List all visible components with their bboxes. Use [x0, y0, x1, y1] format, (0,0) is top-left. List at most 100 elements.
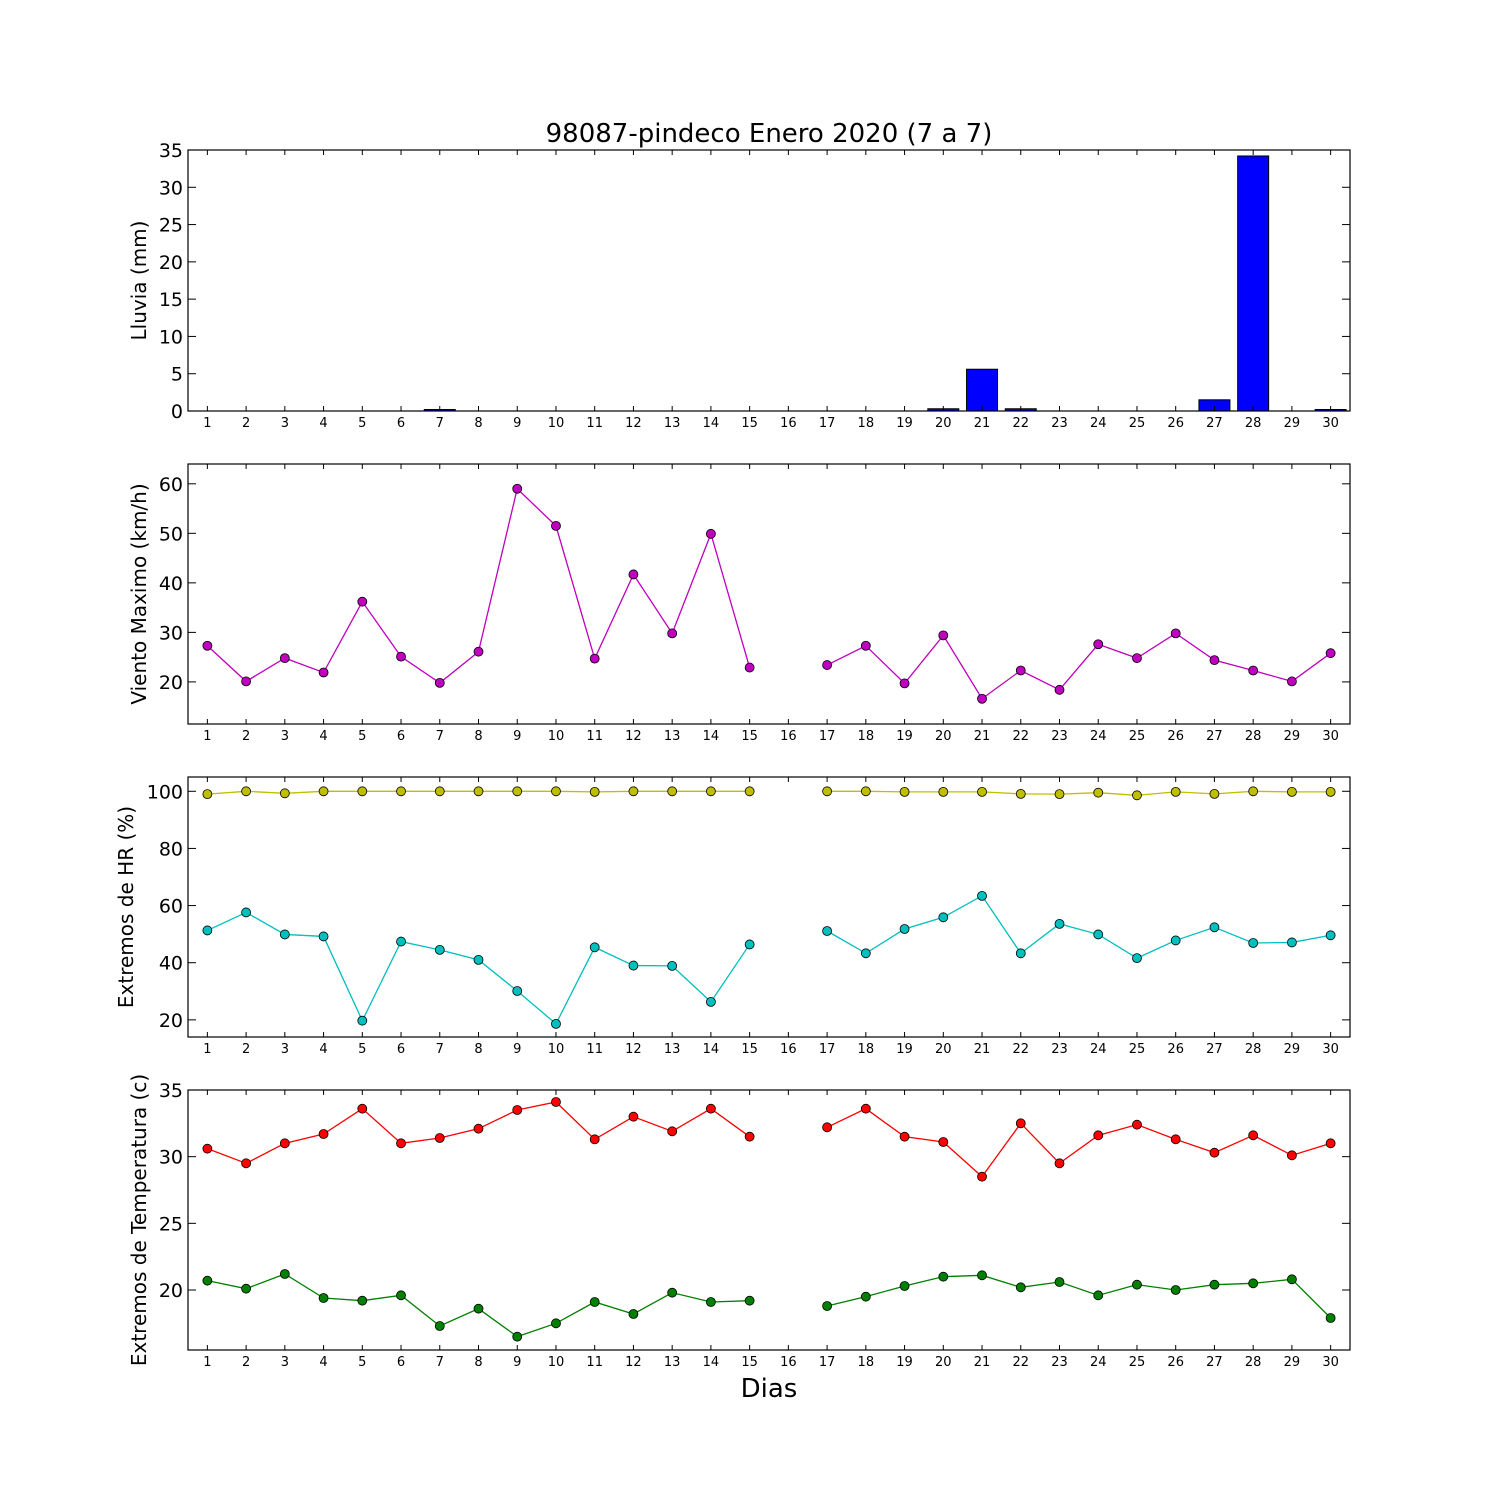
xtick-label-lluvia-2: 2: [242, 416, 250, 431]
xtick-label-lluvia-28: 28: [1245, 416, 1262, 431]
point-hr-series-0-day-22: [1015, 788, 1026, 799]
point-temperatura-series-1-day-30: [1325, 1313, 1336, 1323]
point-temperatura-series-1-day-17: [822, 1301, 832, 1311]
point-hr-series-1-day-22: [1015, 948, 1026, 959]
point-hr-series-1-day-4: [318, 931, 329, 942]
point-hr-series-0-day-25: [1132, 790, 1142, 801]
xtick-label-lluvia-25: 25: [1129, 416, 1146, 431]
xtick-label-temperatura-30: 30: [1322, 1355, 1339, 1370]
point-temperatura-series-1-day-3: [279, 1269, 290, 1279]
point-temperatura-series-0-day-29: [1287, 1150, 1297, 1161]
point-hr-series-0-day-17: [822, 786, 832, 797]
xtick-label-temperatura-10: 10: [548, 1355, 565, 1370]
point-temperatura-series-1-day-28: [1248, 1278, 1259, 1289]
point-hr-series-0-day-27: [1209, 788, 1220, 799]
xtick-label-lluvia-11: 11: [586, 416, 603, 431]
point-viento-series-0-day-25: [1132, 653, 1142, 664]
xtick-label-hr-2: 2: [242, 1042, 250, 1057]
point-hr-series-1-day-12: [628, 960, 639, 971]
xtick-label-temperatura-23: 23: [1051, 1355, 1068, 1370]
ytick-label-hr-100: 100: [147, 781, 183, 803]
bar-lluvia-day-28: [1237, 155, 1270, 412]
xtick-label-viento-1: 1: [203, 729, 211, 744]
line-hr-series-1-segment-1: [826, 895, 1331, 959]
point-hr-series-1-day-23: [1054, 918, 1065, 929]
ytick-label-temperatura-25: 25: [159, 1213, 183, 1235]
point-hr-series-1-day-1: [202, 925, 213, 936]
point-hr-series-0-day-3: [279, 788, 290, 799]
point-hr-series-1-day-7: [434, 944, 445, 955]
xtick-label-lluvia-16: 16: [780, 416, 797, 431]
point-viento-series-0-day-14: [706, 528, 716, 539]
xtick-label-viento-25: 25: [1129, 729, 1146, 744]
xtick-label-temperatura-6: 6: [397, 1355, 405, 1370]
point-temperatura-series-0-day-15: [744, 1131, 755, 1142]
point-hr-series-1-day-26: [1170, 935, 1181, 946]
point-hr-series-0-day-18: [860, 786, 871, 797]
x-axis-label: Dias: [741, 1374, 798, 1404]
xtick-label-hr-10: 10: [548, 1042, 565, 1057]
xtick-label-hr-13: 13: [664, 1042, 681, 1057]
xtick-label-temperatura-21: 21: [974, 1355, 991, 1370]
point-viento-series-0-day-13: [667, 628, 678, 639]
xtick-label-lluvia-29: 29: [1284, 416, 1301, 431]
xtick-label-temperatura-5: 5: [358, 1355, 366, 1370]
xtick-label-temperatura-12: 12: [625, 1355, 642, 1370]
point-temperatura-series-0-day-26: [1170, 1134, 1181, 1145]
y-axis-label-hr: Extremos de HR (%): [114, 806, 138, 1008]
point-viento-series-0-day-20: [938, 630, 949, 641]
point-temperatura-series-0-day-10: [551, 1097, 561, 1107]
point-hr-series-0-day-10: [551, 786, 561, 797]
point-temperatura-series-1-day-4: [318, 1293, 329, 1303]
xtick-label-hr-1: 1: [203, 1042, 211, 1057]
point-temperatura-series-1-day-11: [589, 1297, 600, 1307]
point-viento-series-0-day-9: [512, 483, 523, 494]
point-temperatura-series-0-day-3: [279, 1138, 290, 1149]
xtick-label-hr-9: 9: [513, 1042, 521, 1057]
point-temperatura-series-1-day-9: [512, 1331, 523, 1342]
point-hr-series-0-day-14: [706, 786, 716, 797]
bar-lluvia-day-21: [966, 368, 999, 412]
xtick-label-viento-8: 8: [474, 729, 482, 744]
point-temperatura-series-0-day-5: [357, 1103, 368, 1114]
point-temperatura-series-1-day-19: [899, 1281, 910, 1291]
point-viento-series-0-day-3: [279, 653, 290, 664]
point-viento-series-0-day-23: [1054, 684, 1065, 695]
ytick-label-lluvia-5: 5: [171, 364, 183, 386]
xtick-label-temperatura-26: 26: [1167, 1355, 1184, 1370]
point-temperatura-series-0-day-12: [628, 1111, 639, 1122]
xtick-label-viento-24: 24: [1090, 729, 1107, 744]
point-hr-series-1-day-19: [899, 924, 910, 934]
xtick-label-viento-26: 26: [1167, 729, 1184, 744]
xtick-label-viento-3: 3: [281, 729, 289, 744]
xtick-label-temperatura-13: 13: [664, 1355, 681, 1370]
xtick-label-temperatura-2: 2: [242, 1355, 250, 1370]
xtick-label-hr-8: 8: [474, 1042, 482, 1057]
xtick-label-hr-27: 27: [1206, 1042, 1223, 1057]
point-viento-series-0-day-8: [473, 646, 484, 657]
xtick-label-viento-22: 22: [1012, 729, 1029, 744]
xtick-label-viento-12: 12: [625, 729, 642, 744]
plot-frame-lluvia: [187, 149, 1351, 412]
point-viento-series-0-day-19: [899, 678, 910, 689]
point-hr-series-0-day-15: [744, 786, 755, 797]
xtick-label-lluvia-23: 23: [1051, 416, 1068, 431]
xtick-label-lluvia-17: 17: [819, 416, 836, 431]
point-hr-series-0-day-7: [434, 786, 445, 797]
point-temperatura-series-0-day-11: [589, 1134, 600, 1145]
point-temperatura-series-1-day-25: [1132, 1279, 1142, 1290]
ytick-label-hr-20: 20: [159, 1010, 183, 1032]
point-temperatura-series-0-day-23: [1054, 1158, 1065, 1169]
point-temperatura-series-1-day-5: [357, 1295, 368, 1306]
point-hr-series-0-day-6: [396, 786, 406, 797]
xtick-label-viento-15: 15: [741, 729, 758, 744]
y-axis-label-temperatura: Extremos de Temperatura (c): [127, 1074, 151, 1366]
xtick-label-lluvia-12: 12: [625, 416, 642, 431]
point-viento-series-0-day-27: [1209, 655, 1220, 666]
point-temperatura-series-0-day-21: [977, 1171, 987, 1182]
point-temperatura-series-1-day-6: [396, 1290, 406, 1301]
xtick-label-hr-26: 26: [1167, 1042, 1184, 1057]
xtick-label-hr-3: 3: [281, 1042, 289, 1057]
panel-temperatura: 1 2 3 4 5 6 7 8 9 10 11 12 13 14 15 16 17 18 19 20 21 22 23 24 2…: [127, 1074, 1351, 1370]
line-hr-series-0-segment-1: [827, 790, 1331, 796]
